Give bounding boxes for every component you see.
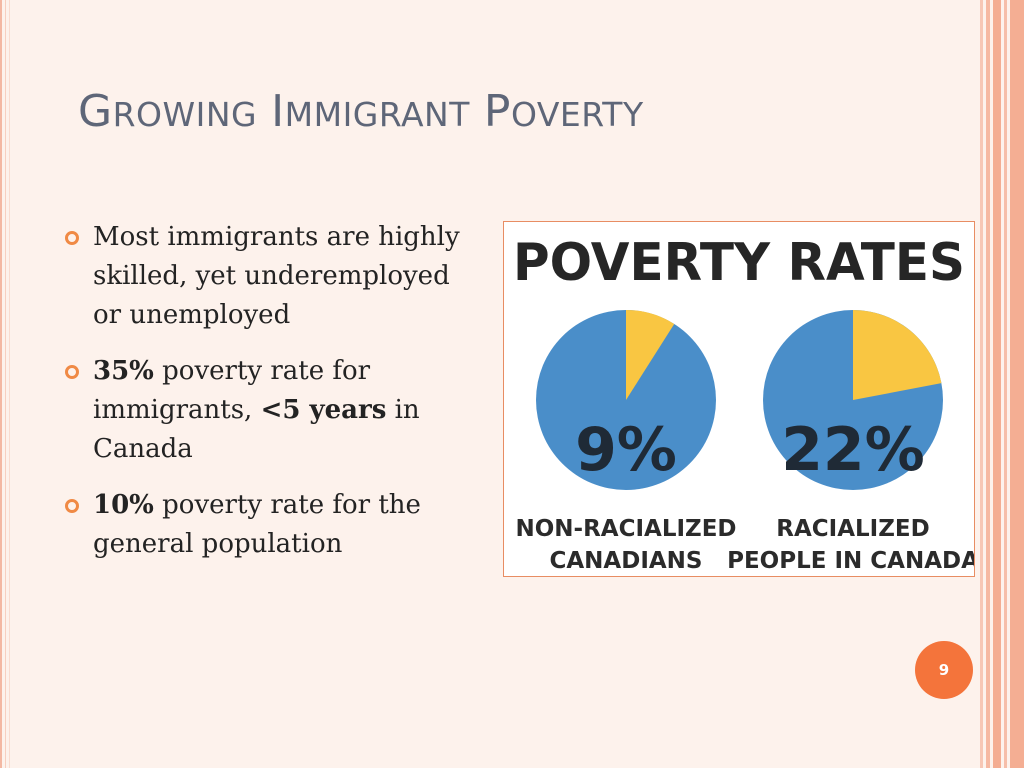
chart-title: POVERTY RATES [513, 233, 965, 293]
slide-title: GROWING IMMIGRANT POVERTY [78, 86, 658, 137]
stripe [1010, 0, 1024, 768]
pie-category-label: NON-RACIALIZED [515, 516, 736, 542]
poverty-rates-chart: POVERTY RATES 9% NON-RACIALIZED CANADIANS 22… [503, 221, 975, 577]
bullet-text: in Canada [93, 395, 420, 464]
title-rest: ROWING [112, 95, 258, 134]
bullet-text: Most immigrants are highly skilled, yet … [93, 222, 460, 330]
bullet-highlight: <5 years [260, 395, 387, 425]
bullet-text: poverty rate for the general population [93, 490, 421, 559]
stripe [1004, 0, 1007, 768]
page-number-badge: 9 [915, 641, 973, 699]
left-border-line [5, 0, 6, 768]
title-rest: OVERTY [510, 95, 644, 134]
title-word: GROWING [78, 86, 257, 137]
title-word: IMMIGRANT [271, 86, 470, 137]
pie-value-label: 9% [575, 415, 677, 485]
left-border-line [0, 0, 2, 768]
bullet-highlight: 10% [93, 490, 154, 520]
bullet-item: Most immigrants are highly skilled, yet … [62, 218, 482, 335]
bullet-item: 35% poverty rate for immigrants, <5 year… [62, 352, 482, 469]
title-initial: P [483, 86, 511, 137]
bullet-text: poverty rate for immigrants, [93, 356, 371, 425]
bullet-highlight: 35% [93, 356, 154, 386]
left-border-line [9, 0, 10, 768]
bullet-ring-icon [65, 231, 79, 245]
page-number: 9 [938, 661, 950, 679]
bullet-item: 10% poverty rate for the general populat… [62, 486, 482, 564]
pie-category-label: RACIALIZED [776, 516, 929, 542]
title-initial: G [78, 86, 113, 137]
bullet-ring-icon [65, 365, 79, 379]
pie-slice-value [626, 310, 675, 400]
stripe [993, 0, 1001, 768]
title-word: POVERTY [484, 86, 644, 137]
chart-svg: POVERTY RATES 9% NON-RACIALIZED CANADIANS 22… [513, 233, 974, 574]
title-initial: I [271, 86, 285, 137]
stripe [980, 0, 983, 768]
right-decorative-stripes [980, 0, 1024, 768]
pie-slice-value [853, 310, 942, 400]
stripe [986, 0, 990, 768]
pie-value-label: 22% [781, 415, 925, 485]
bullet-ring-icon [65, 499, 79, 513]
bullet-list: Most immigrants are highly skilled, yet … [62, 218, 482, 581]
title-rest: MMIGRANT [284, 95, 470, 134]
pie-category-label: PEOPLE IN CANADA [727, 548, 974, 574]
pie-category-label: CANADIANS [550, 548, 703, 574]
